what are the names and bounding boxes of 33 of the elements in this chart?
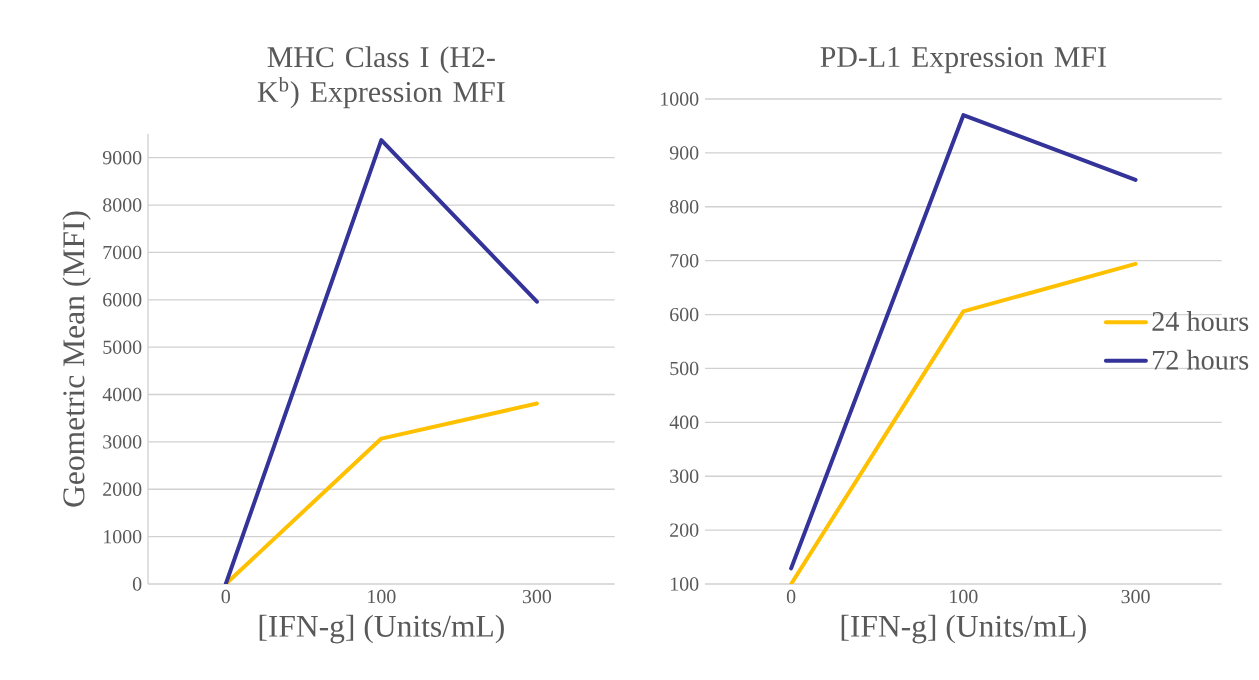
y-tick-label: 5000 bbox=[103, 340, 142, 354]
y-tick-label: 900 bbox=[669, 146, 699, 160]
x-tick-label: 0 bbox=[786, 589, 796, 604]
x-axis-title: [IFN-g] (Units/mL) bbox=[259, 614, 504, 644]
y-tick-label: 600 bbox=[670, 307, 699, 322]
y-tick-label: 3000 bbox=[103, 435, 142, 449]
x-tick-label: 300 bbox=[522, 589, 552, 604]
y-tick-label: 9000 bbox=[102, 150, 142, 165]
y-tick-label: 8000 bbox=[103, 198, 142, 212]
y-tick-label: 0 bbox=[132, 577, 142, 591]
y-axis-title: Geometric Mean (MFI) bbox=[62, 211, 91, 507]
x-tick-label: 0 bbox=[221, 589, 230, 604]
y-tick-label: 700 bbox=[670, 253, 699, 268]
y-tick-label: 7000 bbox=[103, 245, 142, 260]
legend-label: 72 hours bbox=[1153, 349, 1249, 370]
x-tick-label: 100 bbox=[368, 589, 396, 604]
y-tick-label: 6000 bbox=[103, 293, 142, 307]
chart-title: MHC Class I (H2-K$^{b}$) Expression MFI bbox=[257, 46, 505, 109]
y-tick-label: 1000 bbox=[661, 92, 699, 106]
y-tick-label: 2000 bbox=[103, 482, 142, 496]
y-tick-label: 100 bbox=[671, 577, 699, 591]
x-tick-label: 100 bbox=[950, 589, 978, 604]
y-tick-label: 800 bbox=[670, 200, 699, 214]
y-tick-label: 200 bbox=[670, 523, 699, 537]
y-tick-label: 4000 bbox=[102, 387, 142, 402]
y-tick-label: 1000 bbox=[104, 529, 142, 544]
chart-title: PD-L1 Expression MFI bbox=[820, 47, 1106, 74]
y-tick-label: 400 bbox=[669, 415, 699, 430]
legend-label: 24 hours bbox=[1152, 311, 1249, 331]
y-tick-label: 300 bbox=[670, 469, 699, 483]
x-axis-title: [IFN-g] (Units/mL) bbox=[841, 614, 1086, 644]
y-tick-label: 500 bbox=[670, 361, 699, 376]
x-tick-label: 300 bbox=[1121, 589, 1150, 604]
